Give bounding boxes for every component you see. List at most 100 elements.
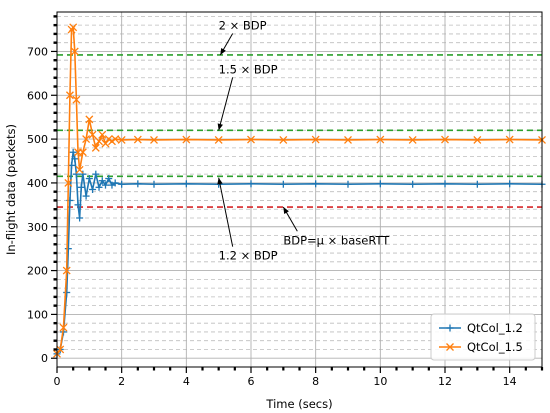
data-point: [247, 180, 255, 188]
data-point: [111, 135, 120, 144]
x-tick-label: 14: [503, 375, 517, 388]
annotation-arrow: [218, 77, 234, 131]
legend-entry: QtCol_1.5: [439, 340, 523, 354]
data-point: [85, 115, 94, 124]
series-layer: [53, 23, 546, 358]
reference-lines: [57, 54, 542, 208]
data-point: [473, 136, 482, 144]
point-stroke: [104, 135, 113, 144]
x-tick-label: 2: [118, 375, 125, 388]
point-stroke: [473, 136, 482, 144]
data-point: [63, 288, 71, 296]
data-point: [344, 136, 352, 144]
point-stroke: [82, 135, 91, 144]
data-point: [312, 180, 320, 188]
data-point: [376, 180, 384, 188]
point-stroke: [62, 266, 71, 275]
data-point: [95, 183, 103, 191]
data-point: [72, 95, 81, 104]
x-tick-label: 0: [54, 375, 61, 388]
data-point: [376, 135, 385, 144]
x-tick-label: 6: [248, 375, 255, 388]
data-point: [76, 214, 84, 222]
grid: [56, 12, 542, 367]
data-point: [64, 245, 72, 253]
data-point: [279, 180, 287, 188]
y-tick-label: 300: [27, 221, 48, 234]
annotation-arrowhead: [217, 123, 223, 131]
data-point: [78, 148, 87, 157]
data-point: [95, 137, 103, 146]
annotation-arrowhead: [217, 177, 223, 185]
point-stroke: [214, 136, 223, 144]
data-point: [311, 135, 320, 144]
point-stroke: [72, 95, 81, 104]
x-tick-label: 12: [438, 375, 452, 388]
point-stroke: [441, 135, 449, 144]
point-stroke: [150, 136, 158, 144]
point-stroke: [70, 47, 79, 56]
data-point: [441, 180, 449, 188]
annotation-text: 1.2 × BDP: [219, 249, 278, 263]
point-stroke: [133, 135, 142, 144]
point-stroke: [101, 139, 110, 148]
legend-box: [430, 313, 536, 361]
data-point: [85, 175, 93, 183]
data-point: [89, 186, 97, 193]
data-point: [64, 178, 73, 187]
data-point: [117, 136, 126, 144]
point-stroke: [69, 23, 78, 32]
data-point: [441, 135, 449, 144]
data-point: [91, 143, 100, 152]
data-point: [247, 135, 255, 144]
point-stroke: [65, 91, 74, 100]
data-point: [56, 345, 65, 354]
point-stroke: [85, 115, 94, 124]
point-stroke: [111, 135, 120, 144]
annotation-arrow: [218, 177, 234, 247]
data-point: [59, 323, 68, 332]
data-point: [69, 23, 78, 32]
data-point: [69, 148, 77, 156]
y-tick-label: 400: [27, 177, 48, 190]
data-point: [408, 136, 417, 144]
point-stroke: [376, 135, 385, 144]
data-point: [75, 165, 84, 174]
y-tick-label: 200: [27, 265, 48, 278]
point-stroke: [59, 323, 68, 332]
annotation-arrowhead: [220, 48, 226, 55]
data-point: [111, 179, 119, 187]
point-stroke: [88, 130, 97, 139]
data-point: [150, 180, 158, 188]
y-tick-label: 100: [27, 308, 48, 321]
data-point: [82, 135, 91, 144]
data-point: [92, 170, 100, 178]
data-point: [62, 266, 71, 275]
annotation-text: 2 × BDP: [219, 19, 267, 33]
x-axis-label: Time (secs): [265, 397, 332, 411]
y-tick-label: 0: [41, 352, 48, 365]
point-stroke: [78, 148, 87, 157]
point-stroke: [117, 136, 126, 144]
point-stroke: [64, 178, 73, 187]
data-point: [74, 201, 82, 209]
point-stroke: [182, 135, 191, 144]
axis-ticks: 0 100 200 300 400 500 600 700 0 2 4 6 8 10 12 14: [27, 15, 544, 388]
point-stroke: [247, 135, 255, 144]
annotation-arrowhead: [283, 207, 289, 214]
point-stroke: [279, 136, 288, 144]
point-stroke: [505, 135, 514, 144]
data-point: [101, 139, 110, 148]
point-stroke: [91, 143, 100, 152]
data-point: [79, 170, 87, 178]
point-stroke: [56, 345, 65, 354]
point-stroke: [311, 135, 320, 144]
data-point: [98, 130, 107, 139]
data-point: [70, 47, 79, 56]
data-point: [134, 180, 142, 188]
legend-label: QtCol_1.2: [467, 321, 523, 335]
data-point: [88, 130, 97, 139]
data-point: [105, 175, 113, 183]
data-point: [102, 181, 109, 189]
